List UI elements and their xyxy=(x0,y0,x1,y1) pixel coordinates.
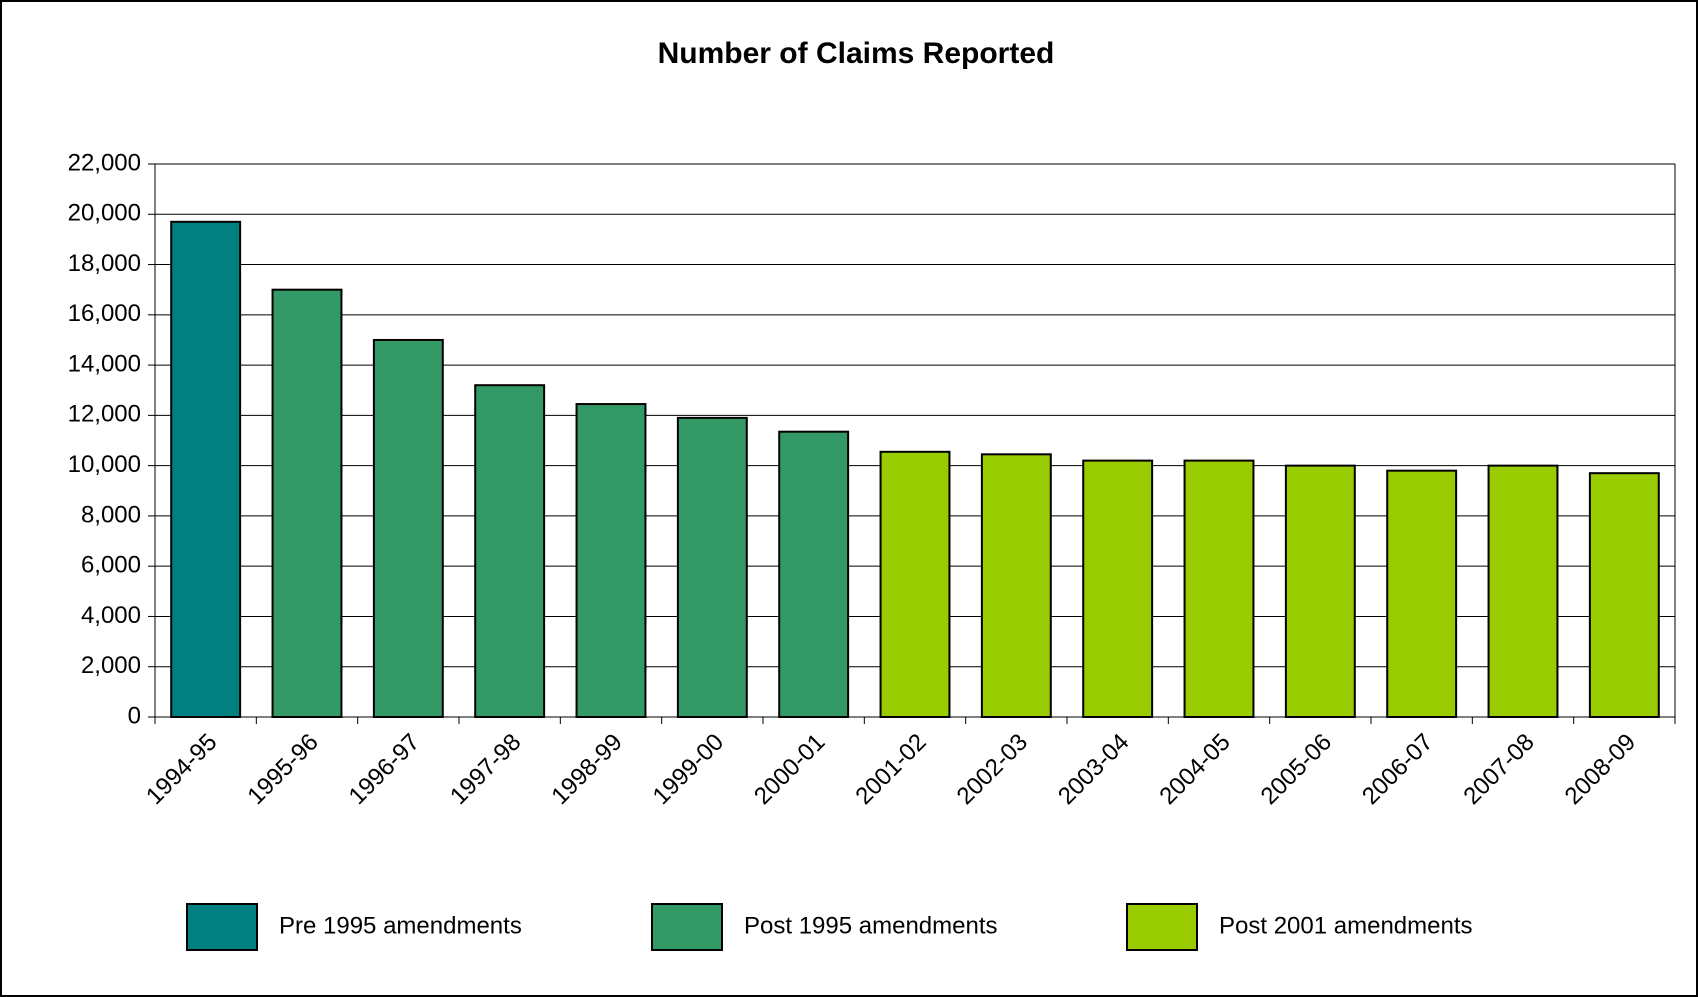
bar xyxy=(1487,464,1559,718)
y-tick-label: 14,000 xyxy=(68,350,141,377)
bar xyxy=(980,453,1052,718)
y-tick-label: 22,000 xyxy=(68,149,141,176)
bar xyxy=(474,384,546,718)
bar xyxy=(778,430,850,718)
legend-label: Pre 1995 amendments xyxy=(279,912,522,939)
bar xyxy=(1588,472,1660,718)
legend-label: Post 1995 amendments xyxy=(744,912,998,939)
bar xyxy=(170,220,242,718)
y-tick-label: 18,000 xyxy=(68,250,141,277)
bar xyxy=(1284,464,1356,718)
legend-swatch xyxy=(186,903,258,951)
y-tick-label: 16,000 xyxy=(68,300,141,327)
bar xyxy=(1082,459,1154,718)
chart-title: Number of Claims Reported xyxy=(658,37,1055,70)
y-tick-label: 0 xyxy=(128,702,141,729)
bar xyxy=(271,288,343,718)
bar xyxy=(575,403,647,718)
legend-swatch xyxy=(1126,903,1198,951)
y-tick-label: 2,000 xyxy=(81,652,141,679)
y-tick-label: 4,000 xyxy=(81,602,141,629)
legend-swatch xyxy=(651,903,723,951)
y-tick-label: 20,000 xyxy=(68,200,141,227)
y-tick-label: 10,000 xyxy=(68,451,141,478)
bar xyxy=(676,416,748,718)
y-tick-label: 6,000 xyxy=(81,552,141,579)
y-tick-label: 8,000 xyxy=(81,501,141,528)
bar xyxy=(372,338,444,718)
legend-label: Post 2001 amendments xyxy=(1219,912,1473,939)
y-tick-label: 12,000 xyxy=(68,401,141,428)
bar xyxy=(1386,469,1458,718)
bar xyxy=(1183,459,1255,718)
bar xyxy=(879,450,951,718)
